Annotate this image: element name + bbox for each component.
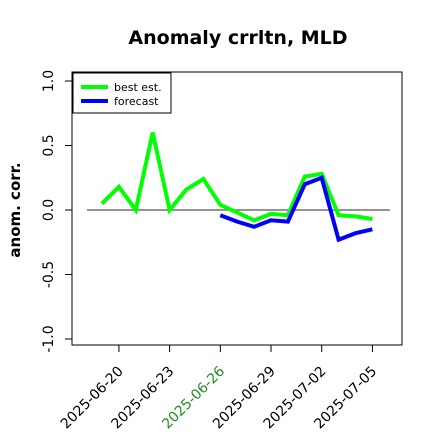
y-axis: -1.0 -0.5 0.0 0.5 1.0: [41, 70, 73, 353]
y-tick-label: 0.0: [41, 199, 57, 221]
y-axis-label: anom. corr.: [6, 162, 24, 257]
series-line-best-est: [100, 132, 373, 223]
chart-title: Anomaly crrltn, MLD: [128, 27, 347, 49]
series-lines: [100, 132, 373, 243]
series-line-forecast: [219, 175, 373, 243]
y-tick-label: -1.0: [41, 325, 57, 352]
legend: best est. forecast: [72, 72, 172, 114]
x-axis: 2025-06-202025-06-232025-06-262025-06-29…: [58, 344, 380, 432]
legend-label-best-est: best est.: [114, 81, 162, 94]
y-tick-label: 0.5: [41, 134, 57, 156]
y-tick-label: 1.0: [41, 70, 57, 92]
y-tick-label: -0.5: [41, 261, 57, 288]
legend-box: [72, 72, 172, 114]
legend-label-forecast: forecast: [114, 95, 159, 108]
